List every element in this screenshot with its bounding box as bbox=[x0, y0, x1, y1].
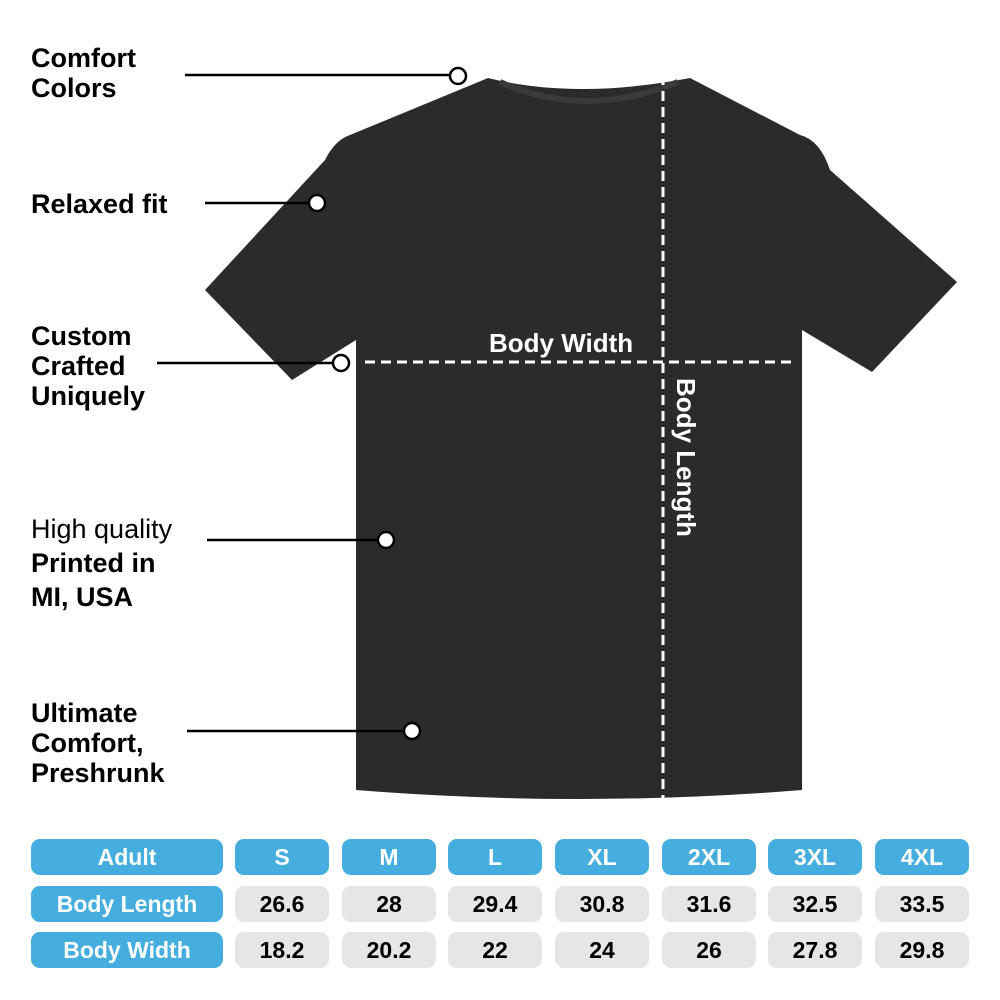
table-cell: 18.2 bbox=[235, 932, 329, 968]
table-cell: 29.8 bbox=[875, 932, 969, 968]
table-cell: 29.4 bbox=[448, 886, 542, 922]
table-header-cell: 3XL bbox=[768, 839, 862, 875]
table-header-cell: Adult bbox=[31, 839, 223, 875]
body-length-label: Body Length bbox=[671, 378, 701, 537]
table-row-label: Body Width bbox=[31, 932, 223, 968]
callout-printed-usa: High quality Printed in MI, USA bbox=[31, 514, 173, 612]
table-cell: 22 bbox=[448, 932, 542, 968]
table-row-label: Body Length bbox=[31, 886, 223, 922]
table-cell: 20.2 bbox=[342, 932, 436, 968]
table-header-cell: 4XL bbox=[875, 839, 969, 875]
callout-custom-crafted: Custom Crafted Uniquely bbox=[31, 321, 146, 411]
callout-comfort-colors: Comfort Colors bbox=[31, 43, 136, 103]
table-cell: 33.5 bbox=[875, 886, 969, 922]
callout-lines bbox=[157, 66, 468, 741]
table-header-cell: M bbox=[342, 839, 436, 875]
table-cell: 26.6 bbox=[235, 886, 329, 922]
callout-relaxed-fit: Relaxed fit bbox=[31, 189, 168, 219]
table-cell: 32.5 bbox=[768, 886, 862, 922]
table-cell: 24 bbox=[555, 932, 649, 968]
table-cell: 30.8 bbox=[555, 886, 649, 922]
table-header-cell: S bbox=[235, 839, 329, 875]
table-header-cell: 2XL bbox=[662, 839, 756, 875]
table-cell: 26 bbox=[662, 932, 756, 968]
table-header-cell: XL bbox=[555, 839, 649, 875]
body-width-label: Body Width bbox=[489, 328, 634, 358]
table-header-cell: L bbox=[448, 839, 542, 875]
table-cell: 28 bbox=[342, 886, 436, 922]
tshirt-shape bbox=[205, 78, 957, 799]
table-cell: 31.6 bbox=[662, 886, 756, 922]
callout-ultimate-comfort: Ultimate Comfort, Preshrunk bbox=[31, 698, 165, 788]
table-cell: 27.8 bbox=[768, 932, 862, 968]
